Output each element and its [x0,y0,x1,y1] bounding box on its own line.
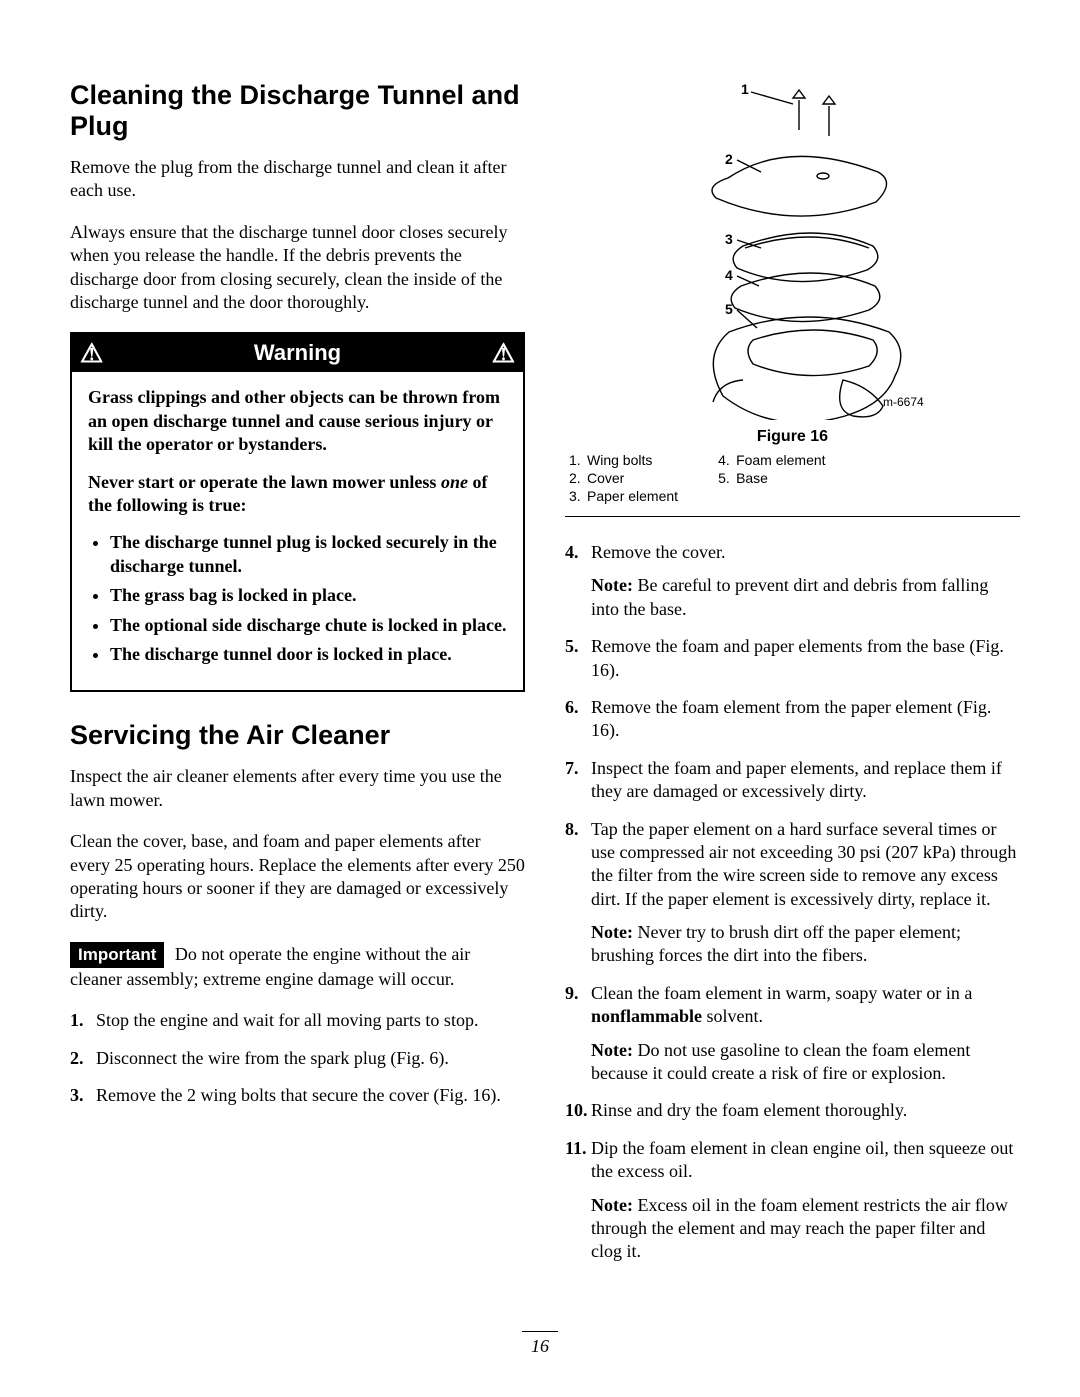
step-item: 10.Rinse and dry the foam element thorou… [565,1099,1020,1122]
paragraph: Inspect the air cleaner elements after e… [70,765,525,812]
step-item: Remove the 2 wing bolts that secure the … [70,1084,525,1107]
step-number: 10. [565,1099,588,1122]
callout-3: 3 [725,231,733,247]
steps-list-right: 4. Remove the cover. Note: Be careful to p… [565,541,1020,1264]
warning-icon: ⚠ [492,338,515,369]
callout-4: 4 [725,267,733,283]
left-column: Cleaning the Discharge Tunnel and Plug R… [70,80,525,1278]
step-text: Tap the paper element on a hard surface … [591,819,1016,909]
paragraph: Clean the cover, base, and foam and pape… [70,830,525,924]
warning-box: ⚠ Warning ⚠ Grass clippings and other ob… [70,332,525,692]
step-item: Stop the engine and wait for all moving … [70,1009,525,1032]
right-column: 1 2 3 4 5 m-6674 Figure 16 1.Wing bolts … [565,80,1020,1278]
step-text: Remove the foam and paper elements from … [591,636,1004,679]
callout-1: 1 [741,81,749,97]
callout-5: 5 [725,301,733,317]
warning-paragraph: Grass clippings and other objects can be… [88,386,507,456]
legend-item: 4.Foam element [718,452,825,468]
list-item: The optional side discharge chute is loc… [110,614,507,637]
legend-col: 4.Foam element 5.Base [718,452,825,506]
step-item: 8. Tap the paper element on a hard surfac… [565,818,1020,968]
heading-air-cleaner: Servicing the Air Cleaner [70,720,525,751]
step-item: 4. Remove the cover. Note: Be careful to p… [565,541,1020,621]
important-tag: Important [70,942,164,968]
warning-bullets: The discharge tunnel plug is locked secu… [88,531,507,666]
legend-col: 1.Wing bolts 2.Cover 3.Paper element [569,452,678,506]
step-text: Remove the foam element from the paper e… [591,697,991,740]
step-note: Note: Never try to brush dirt off the pa… [591,921,1020,968]
step-text: Inspect the foam and paper elements, and… [591,758,1002,801]
warning-body: Grass clippings and other objects can be… [72,372,523,690]
page-number: 16 [0,1331,1080,1357]
figure-caption: Figure 16 [565,428,1020,446]
step-text: Clean the foam element in warm, soapy wa… [591,983,972,1026]
warning-header: ⚠ Warning ⚠ [72,334,523,372]
paragraph: Always ensure that the discharge tunnel … [70,221,525,315]
step-item: 6. Remove the foam element from the paper… [565,696,1020,743]
steps-list-left: Stop the engine and wait for all moving … [70,1009,525,1107]
step-item: 9. Clean the foam element in warm, soapy … [565,982,1020,1086]
step-number: 11. [565,1137,587,1160]
figure-16: 1 2 3 4 5 m-6674 [565,80,1020,420]
warning-title: Warning [254,340,341,365]
warning-icon: ⚠ [80,338,103,369]
step-text: Remove the cover. [591,542,725,562]
legend-item: 2.Cover [569,470,678,486]
step-item: 7. Inspect the foam and paper elements, a… [565,757,1020,804]
step-number: 7. [565,757,579,780]
step-item: Disconnect the wire from the spark plug … [70,1047,525,1070]
callout-2: 2 [725,151,733,167]
important-note: Important Do not operate the engine with… [70,942,525,991]
legend-item: 1.Wing bolts [569,452,678,468]
list-item: The discharge tunnel plug is locked secu… [110,531,507,578]
step-number: 4. [565,541,579,564]
list-item: The discharge tunnel door is locked in p… [110,643,507,666]
paragraph: Remove the plug from the discharge tunne… [70,156,525,203]
step-number: 9. [565,982,579,1005]
step-item: 11.Dip the foam element in clean engine … [565,1137,1020,1264]
list-item: The grass bag is locked in place. [110,584,507,607]
figure-diagram: 1 2 3 4 5 m-6674 [633,80,953,420]
emphasis: one [441,472,468,492]
step-number: 5. [565,635,579,658]
figure-ref: m-6674 [883,395,924,409]
page: Cleaning the Discharge Tunnel and Plug R… [0,0,1080,1338]
step-number: 6. [565,696,579,719]
step-note: Note: Excess oil in the foam element res… [591,1194,1020,1264]
legend-item: 3.Paper element [569,488,678,504]
step-item: 5. Remove the foam and paper elements fro… [565,635,1020,682]
warning-paragraph: Never start or operate the lawn mower un… [88,471,507,518]
step-text: Rinse and dry the foam element thoroughl… [591,1100,907,1120]
step-text: Dip the foam element in clean engine oil… [591,1138,1013,1181]
figure-legend: 1.Wing bolts 2.Cover 3.Paper element 4.F… [565,452,1020,517]
heading-discharge: Cleaning the Discharge Tunnel and Plug [70,80,525,142]
step-note: Note: Do not use gasoline to clean the f… [591,1039,1020,1086]
step-number: 8. [565,818,579,841]
text: Never start or operate the lawn mower un… [88,472,441,492]
legend-item: 5.Base [718,470,825,486]
step-note: Note: Be careful to prevent dirt and deb… [591,574,1020,621]
